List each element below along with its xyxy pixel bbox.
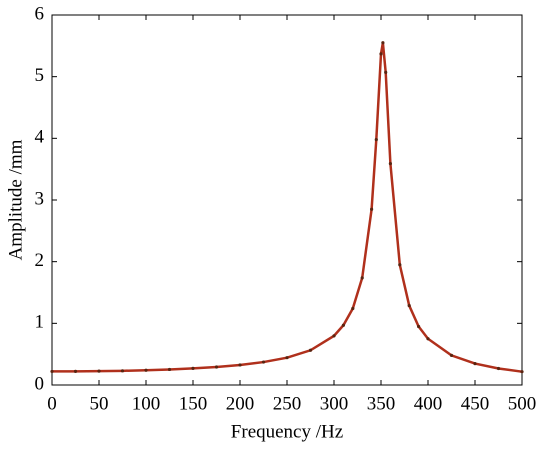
y-tick-label: 4 bbox=[35, 127, 45, 148]
y-axis-label: Amplitude /mm bbox=[5, 139, 26, 260]
data-point bbox=[374, 137, 378, 142]
data-line bbox=[51, 42, 523, 373]
data-point bbox=[97, 369, 101, 373]
data-point bbox=[417, 324, 421, 329]
x-tick-label: 450 bbox=[461, 393, 490, 414]
data-point bbox=[370, 207, 374, 211]
x-tick-label: 250 bbox=[273, 393, 302, 414]
data-point bbox=[398, 263, 402, 267]
data-point bbox=[308, 348, 313, 352]
data-point bbox=[73, 369, 78, 373]
x-tick-label: 200 bbox=[226, 393, 255, 414]
plot-frame bbox=[51, 14, 523, 386]
y-tick-label: 1 bbox=[35, 312, 45, 333]
data-point bbox=[332, 334, 336, 338]
x-axis-label: Frequency /Hz bbox=[231, 421, 343, 442]
y-tick-label: 0 bbox=[35, 373, 45, 394]
y-tick-label: 2 bbox=[35, 250, 45, 271]
data-point bbox=[496, 366, 501, 371]
data-point bbox=[261, 360, 266, 364]
data-point bbox=[360, 276, 364, 280]
data-point bbox=[379, 52, 383, 56]
data-point bbox=[341, 323, 345, 327]
x-tick-label: 0 bbox=[47, 393, 57, 414]
data-point bbox=[381, 41, 385, 45]
y-tick-label: 6 bbox=[35, 3, 45, 24]
data-point bbox=[120, 369, 125, 373]
data-point bbox=[384, 70, 388, 74]
data-point bbox=[426, 337, 430, 341]
x-tick-label: 100 bbox=[132, 393, 161, 414]
data-point bbox=[285, 356, 289, 360]
data-point bbox=[388, 162, 392, 166]
y-tick-label: 5 bbox=[35, 65, 45, 86]
data-point bbox=[214, 365, 219, 369]
data-point bbox=[351, 306, 355, 311]
data-point bbox=[449, 353, 454, 357]
data-point bbox=[238, 363, 242, 367]
x-tick-label: 50 bbox=[90, 393, 109, 414]
x-tick-label: 400 bbox=[414, 393, 443, 414]
data-point bbox=[520, 370, 524, 374]
data-point bbox=[167, 367, 172, 372]
data-point bbox=[191, 366, 195, 371]
y-tick-label: 3 bbox=[35, 188, 45, 209]
x-tick-label: 150 bbox=[179, 393, 208, 414]
data-point bbox=[407, 303, 411, 308]
x-tick-label: 300 bbox=[320, 393, 349, 414]
x-tick-label: 350 bbox=[367, 393, 396, 414]
data-point bbox=[50, 369, 54, 374]
x-tick-label: 500 bbox=[508, 393, 537, 414]
data-point bbox=[144, 368, 148, 372]
data-point bbox=[473, 362, 477, 366]
